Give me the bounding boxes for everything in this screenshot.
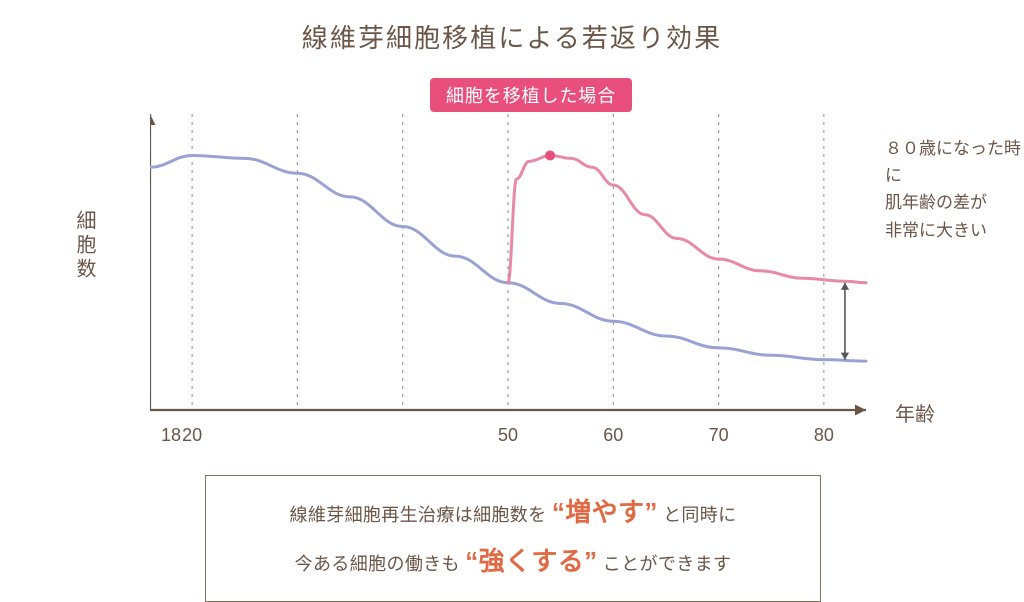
x-tick-label: 60: [603, 425, 623, 446]
side-annotation-line: 非常に大きい: [885, 217, 1024, 244]
caption-text: 今ある細胞の働きも: [295, 554, 466, 574]
caption-line: 線維芽細胞再生治療は細胞数を “増やす” と同時に: [206, 488, 820, 537]
x-tick-label: 80: [814, 425, 834, 446]
chart-title: 線維芽細胞移植による若返り効果: [0, 18, 1024, 55]
x-axis-ticks: 1820 50 60 70 80: [150, 425, 870, 449]
caption-text: ことができます: [597, 554, 731, 574]
caption-emphasis: “増やす”: [552, 497, 658, 527]
x-tick-label: 20: [182, 425, 202, 446]
caption-text: と同時に: [658, 505, 737, 525]
x-axis-label: 年齢: [895, 398, 935, 427]
side-annotation-line: ８０歳になった時に: [885, 135, 1024, 189]
y-axis-label: 細胞数: [70, 210, 99, 282]
transplant-label-pill: 細胞を移植した場合: [430, 78, 632, 112]
caption-emphasis: “強くする”: [465, 546, 597, 576]
caption-text: 線維芽細胞再生治療は細胞数を: [289, 505, 551, 525]
x-tick-label: 50: [498, 425, 518, 446]
x-tick-label: 18: [161, 425, 181, 446]
caption-box: 線維芽細胞再生治療は細胞数を “増やす” と同時に 今ある細胞の働きも “強くす…: [205, 475, 821, 602]
caption-line: 今ある細胞の働きも “強くする” ことができます: [206, 537, 820, 586]
side-annotation-line: 肌年齢の差が: [885, 189, 1024, 216]
x-tick-label: 70: [709, 425, 729, 446]
chart-svg: [150, 110, 870, 420]
chart-area: [150, 110, 870, 420]
side-annotation: ８０歳になった時に 肌年齢の差が 非常に大きい: [885, 135, 1024, 244]
